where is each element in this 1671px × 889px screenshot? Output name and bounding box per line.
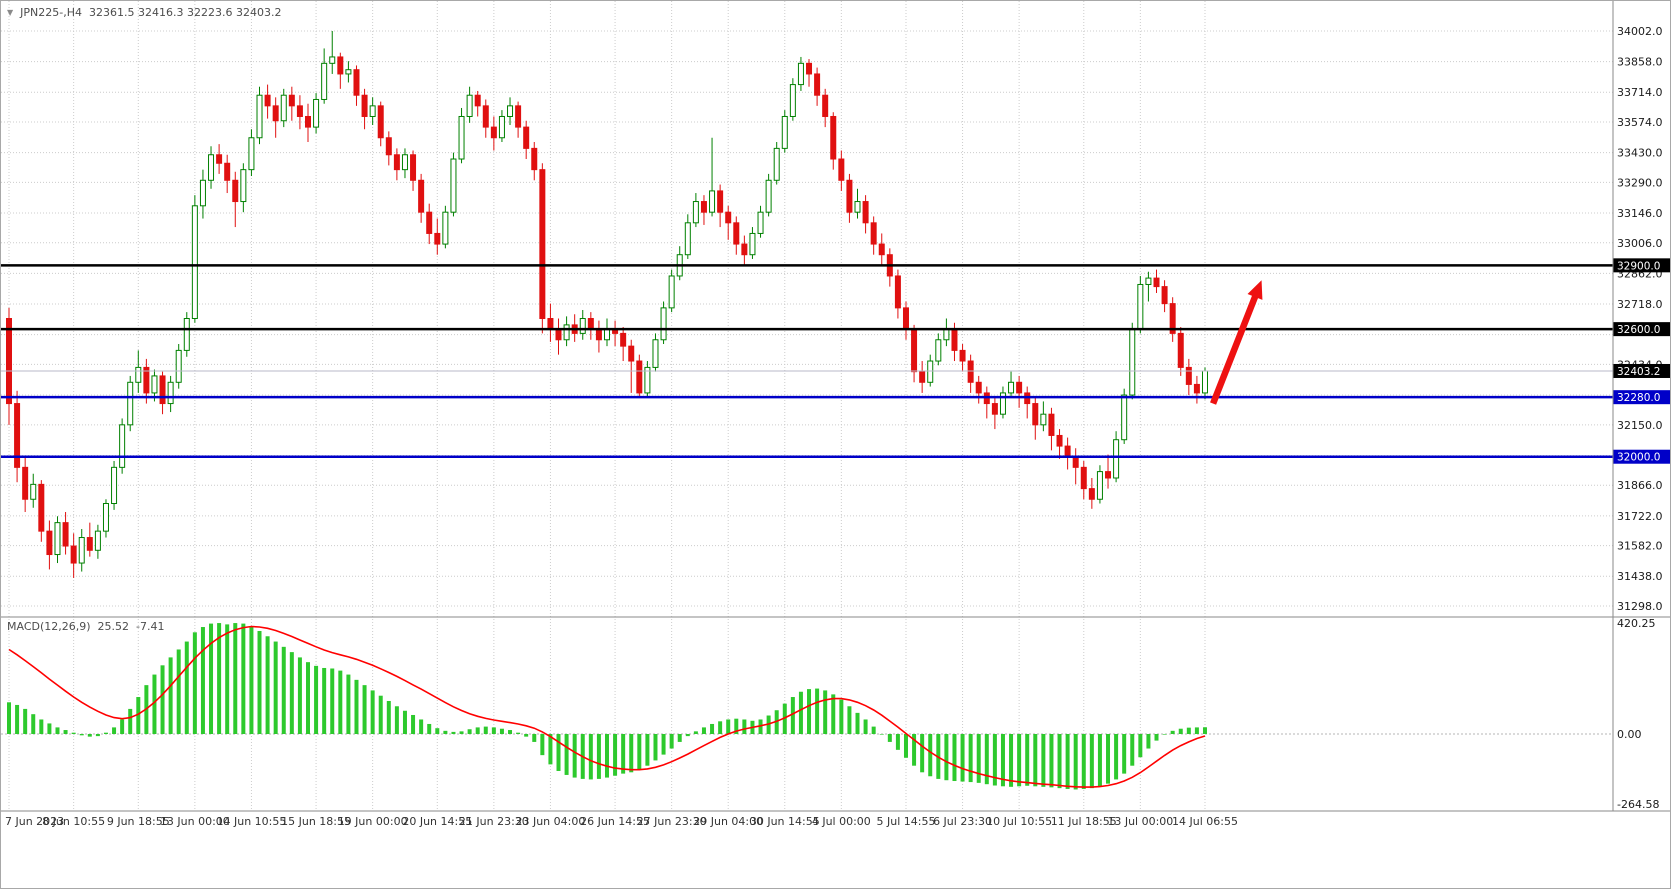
time-axis-label: 26 Jun 14:55 [580, 815, 650, 828]
macd-histogram [7, 623, 1207, 790]
time-axis-label: 10 Jul 10:55 [986, 815, 1052, 828]
time-axis-label: 8 Jun 10:55 [42, 815, 105, 828]
chart-title: ▼ JPN225-,H4 32361.5 32416.3 32223.6 324… [7, 6, 281, 19]
price-tag: 32403.2 [1617, 366, 1660, 378]
time-axis-label: 4 Jul 00:00 [812, 815, 871, 828]
price-tag: 32280.0 [1617, 392, 1660, 404]
time-axis-label: 14 Jun 10:55 [216, 815, 286, 828]
price-axis-label: 31722.0 [1617, 510, 1663, 523]
macd-indicator-label: MACD(12,26,9) 25.52 -7.41 [7, 620, 165, 633]
time-axis-label: 19 Jun 00:00 [338, 815, 408, 828]
price-tag: 32900.0 [1617, 260, 1660, 272]
price-axis-label: 31866.0 [1617, 479, 1663, 492]
panel-dividers [1, 1, 1670, 812]
macd-axis-label: 0.00 [1617, 728, 1642, 741]
time-axis-label: 14 Jul 06:55 [1172, 815, 1238, 828]
macd-scale[interactable]: 420.25 0.00 -264.58 [1617, 617, 1659, 811]
macd-signal-line [8, 625, 1206, 788]
symbol-timeframe-label: JPN225-,H4 [20, 6, 82, 19]
macd-signal-value: -7.41 [136, 620, 165, 633]
price-axis-label: 33714.0 [1617, 86, 1663, 99]
macd-axis-label: 420.25 [1617, 617, 1656, 630]
price-axis-label: 33858.0 [1617, 56, 1663, 69]
time-axis-label: 29 Jun 04:00 [693, 815, 763, 828]
price-axis-label: 31438.0 [1617, 570, 1663, 583]
time-axis-label: 5 Jul 14:55 [877, 815, 936, 828]
price-axis-label: 31582.0 [1617, 540, 1663, 553]
time-axis-label: 9 Jun 18:55 [107, 815, 170, 828]
price-axis-label: 34002.0 [1617, 25, 1663, 38]
time-axis-label: 23 Jun 04:00 [515, 815, 585, 828]
price-tag: 32600.0 [1617, 324, 1660, 336]
time-axis-label: 13 Jun 00:00 [160, 815, 230, 828]
macd-name: MACD(12,26,9) [7, 620, 91, 633]
price-axis-label: 33146.0 [1617, 207, 1663, 220]
price-axis-label: 33574.0 [1617, 116, 1663, 129]
candlesticks [6, 31, 1208, 578]
time-axis-label: 7 Jun 2023 [5, 815, 64, 828]
price-tag-labels: 32900.0 32600.0 32403.2 32280.0 32000.0 [1613, 258, 1670, 464]
time-axis-label: 13 Jul 00:00 [1107, 815, 1173, 828]
macd-value: 25.52 [97, 620, 130, 633]
time-axis-label: 21 Jun 23:30 [459, 815, 529, 828]
time-axis-label: 11 Jul 18:55 [1051, 815, 1117, 828]
price-tag: 32000.0 [1617, 452, 1660, 464]
horizontal-level-lines[interactable] [1, 264, 1613, 458]
trend-arrow-annotation[interactable] [1210, 280, 1263, 405]
time-axis-label: 27 Jun 23:30 [637, 815, 707, 828]
ohlc-values: 32361.5 32416.3 32223.6 32403.2 [89, 6, 282, 19]
price-axis-label: 33290.0 [1617, 176, 1663, 189]
time-axis-label: 6 Jul 23:30 [933, 815, 992, 828]
price-axis-label: 33430.0 [1617, 147, 1663, 160]
price-axis-label: 32718.0 [1617, 298, 1663, 311]
time-axis-label: 30 Jun 14:55 [750, 815, 820, 828]
macd-axis-label: -264.58 [1617, 798, 1659, 811]
price-scale[interactable]: 34002.0 33858.0 33714.0 33574.0 33430.0 33290… [1617, 25, 1663, 613]
time-axis-label: 20 Jun 14:55 [402, 815, 472, 828]
price-axis-label: 33006.0 [1617, 237, 1663, 250]
price-axis-label: 31298.0 [1617, 600, 1663, 613]
symbol-marker-icon[interactable]: ▼ [7, 7, 14, 17]
time-axis-label: 15 Jun 18:55 [281, 815, 351, 828]
price-axis-label: 32150.0 [1617, 419, 1663, 432]
